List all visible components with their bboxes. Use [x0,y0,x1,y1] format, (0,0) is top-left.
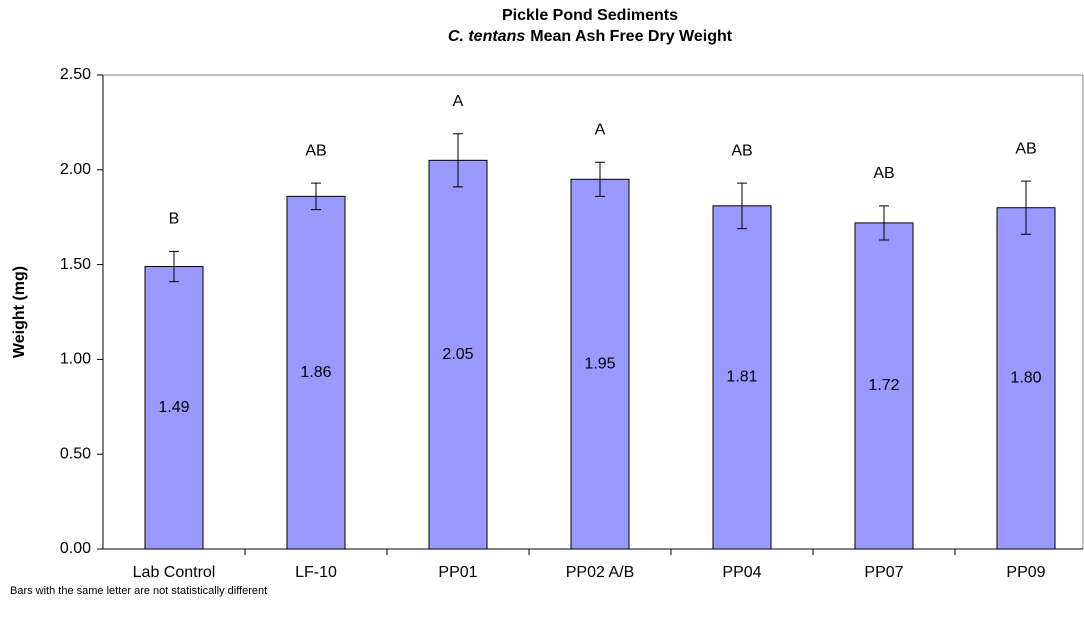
bar [996,207,1056,550]
bar [144,265,204,550]
error-bar [453,133,463,188]
value-label: 1.72 [868,377,899,394]
significance-letter: AB [873,165,894,182]
x-tick-label: PP07 [864,564,903,581]
x-tick-label: LF-10 [295,564,337,581]
y-tick-label: 2.00 [60,161,91,178]
value-label: 2.05 [442,346,473,363]
y-tick-label: 1.50 [60,256,91,273]
x-tick-label: PP04 [722,564,761,581]
error-bar [737,182,747,230]
bar [712,205,772,550]
chart-subtitle: C. tentans Mean Ash Free Dry Weight [448,28,733,45]
value-label: 1.80 [1010,370,1041,387]
error-bar [879,205,889,241]
x-tick-label: PP02 A/B [566,564,635,581]
footnote: Bars with the same letter are not statis… [10,585,267,597]
chart-title: Pickle Pond Sediments [502,7,678,24]
value-label: 1.49 [158,399,189,416]
subtitle-text: Mean Ash Free Dry Weight [530,28,732,45]
bar [854,222,914,550]
significance-letter: AB [731,142,752,159]
significance-letter: A [595,121,606,138]
error-bar [311,182,321,211]
y-axis-label: Weight (mg) [11,266,28,358]
y-tick-label: 1.00 [60,351,91,368]
value-label: 1.81 [726,369,757,386]
value-label: 1.95 [584,355,615,372]
significance-letter: AB [1015,140,1036,157]
x-tick-label: Lab Control [133,564,216,581]
error-bar [169,250,179,283]
subtitle-species: C. tentans [448,28,525,45]
bar [286,195,346,550]
value-label: 1.86 [300,364,331,381]
y-tick-label: 0.50 [60,445,91,462]
error-bar [595,161,605,197]
error-bar [1021,180,1031,235]
y-tick-label: 2.50 [60,66,91,83]
bar [428,159,488,550]
x-tick-label: PP01 [438,564,477,581]
significance-letter: B [169,211,180,228]
significance-letter: A [453,93,464,110]
significance-letter: AB [305,142,326,159]
x-tick-label: PP09 [1006,564,1045,581]
y-tick-label: 0.00 [60,540,91,557]
